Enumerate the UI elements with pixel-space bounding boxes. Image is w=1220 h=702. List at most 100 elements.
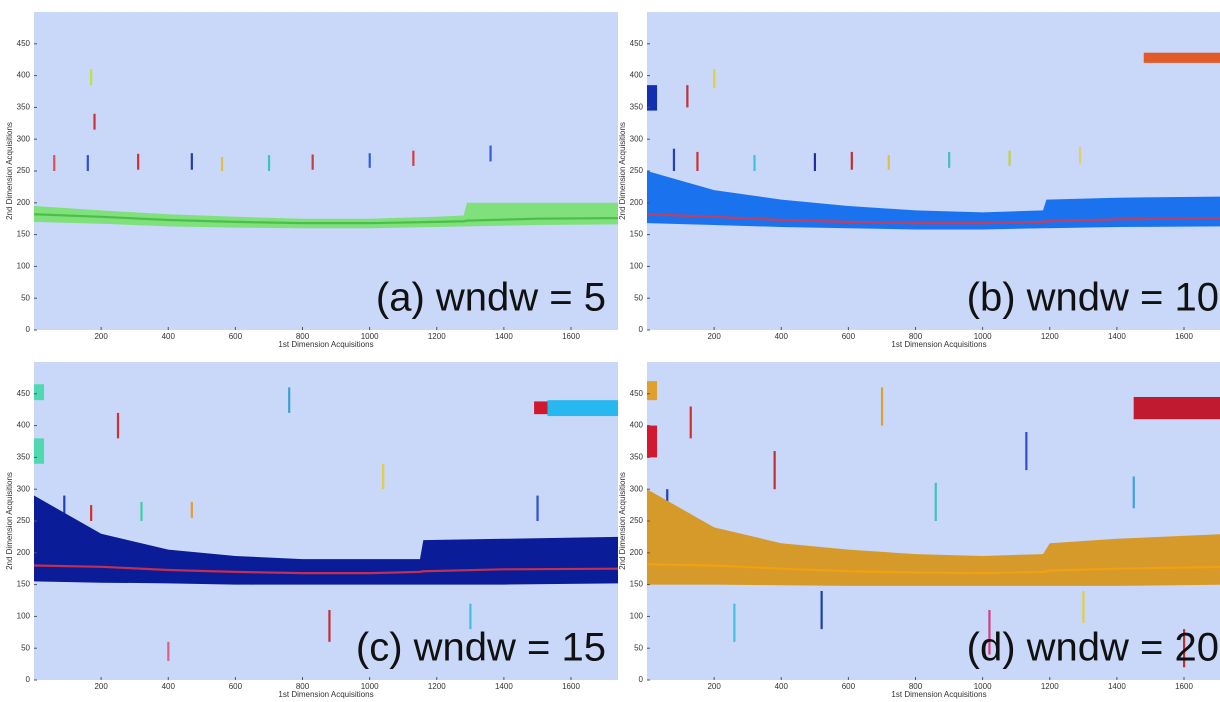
x-axis-label: 1st Dimension Acquisitions	[278, 690, 373, 699]
ridge-line	[647, 563, 1220, 575]
streak	[220, 157, 224, 171]
streak	[733, 603, 736, 642]
y-tick-label: 450	[17, 389, 31, 398]
y-tick-label: 200	[630, 548, 644, 557]
streak	[469, 603, 472, 630]
y-tick-label: 400	[630, 421, 644, 430]
y-tick-label: 450	[630, 39, 644, 48]
y-tick-label: 250	[17, 166, 31, 175]
y-axis-label: 2nd Dimension Acquisitions	[5, 472, 14, 570]
x-axis-label: 1st Dimension Acquisitions	[278, 340, 373, 349]
streak	[1082, 590, 1085, 623]
x-tick-label: 1000	[974, 332, 992, 341]
y-tick-label: 400	[630, 71, 644, 80]
patch	[647, 85, 658, 111]
band	[647, 489, 1220, 586]
patch	[534, 401, 548, 415]
y-tick-label: 100	[630, 612, 644, 621]
x-tick-label: 600	[842, 332, 856, 341]
x-tick-label: 200	[707, 682, 721, 691]
y-tick-label: 200	[17, 548, 31, 557]
y-tick-label: 150	[630, 580, 644, 589]
band	[647, 171, 1220, 230]
y-tick-label: 200	[17, 198, 31, 207]
x-tick-label: 800	[909, 682, 923, 691]
streak	[773, 451, 776, 490]
plot-area	[34, 384, 618, 661]
streak	[850, 151, 853, 170]
x-tick-label: 1600	[562, 332, 580, 341]
y-tick-label: 0	[26, 325, 31, 334]
x-tick-label: 1200	[428, 332, 446, 341]
panel: 200 400 600 800 1000 1200 1400 1600 0 50 100 150 200…	[618, 12, 1220, 349]
y-tick-label: 300	[630, 134, 644, 143]
x-tick-label: 400	[162, 332, 176, 341]
plot-area	[34, 69, 618, 229]
streak	[190, 153, 193, 170]
y-tick-label: 100	[17, 612, 31, 621]
y-axis-label: 2nd Dimension Acquisitions	[618, 122, 627, 220]
x-tick-label: 400	[162, 682, 176, 691]
streak	[116, 412, 120, 439]
x-tick-label: 800	[909, 332, 923, 341]
x-tick-label: 1400	[495, 332, 513, 341]
panel: 200 400 600 800 1000 1200 1400 1600 0 50 100 150 200…	[5, 362, 618, 699]
y-tick-label: 350	[630, 453, 644, 462]
streak	[934, 482, 937, 521]
band	[34, 495, 618, 585]
x-tick-label: 1000	[361, 332, 379, 341]
y-tick-label: 150	[630, 230, 644, 239]
plot-background	[647, 12, 1220, 330]
x-tick-label: 1600	[1175, 332, 1193, 341]
x-tick-label: 1200	[1041, 332, 1059, 341]
y-tick-label: 0	[26, 675, 31, 684]
streak	[63, 495, 66, 528]
streak	[689, 406, 692, 439]
streak	[288, 387, 291, 413]
streak	[988, 610, 991, 655]
annotation: (d) wndw = 20	[967, 626, 1219, 670]
x-tick-label: 1200	[1041, 682, 1059, 691]
x-tick-label: 200	[94, 682, 108, 691]
patch	[647, 381, 658, 401]
panel: 200 400 600 800 1000 1200 1400 1600 0 50 100 150 200…	[618, 362, 1220, 699]
y-tick-label: 50	[21, 643, 30, 652]
x-tick-label: 800	[296, 682, 310, 691]
y-tick-label: 150	[17, 230, 31, 239]
streak	[167, 641, 170, 661]
streak	[140, 501, 143, 521]
streak	[1183, 629, 1186, 668]
plot-area	[647, 52, 1220, 230]
y-tick-label: 300	[17, 134, 31, 143]
x-tick-label: 400	[775, 332, 789, 341]
streak	[753, 155, 756, 171]
streak	[93, 113, 96, 130]
y-tick-label: 250	[630, 516, 644, 525]
x-tick-label: 400	[775, 682, 789, 691]
streak	[536, 495, 539, 521]
y-tick-label: 50	[634, 643, 643, 652]
y-tick-label: 250	[630, 166, 644, 175]
streak	[948, 151, 951, 168]
y-tick-label: 50	[634, 293, 643, 302]
streak	[90, 69, 93, 86]
patch	[1143, 52, 1220, 63]
y-tick-label: 350	[17, 103, 31, 112]
patch	[547, 400, 618, 417]
streak	[368, 153, 371, 168]
streak	[696, 151, 699, 171]
streak	[489, 145, 492, 162]
streak	[713, 69, 716, 89]
panel: 200 400 600 800 1000 1200 1400 1600 0 50 100 150 200…	[5, 12, 618, 349]
streak	[53, 155, 56, 171]
patch	[1133, 396, 1220, 420]
streak	[190, 501, 193, 518]
x-tick-label: 200	[94, 332, 108, 341]
y-tick-label: 0	[639, 325, 644, 334]
streak	[1132, 476, 1135, 509]
y-tick-label: 450	[17, 39, 31, 48]
y-tick-label: 300	[630, 484, 644, 493]
streak	[137, 153, 140, 170]
streak	[267, 155, 271, 171]
